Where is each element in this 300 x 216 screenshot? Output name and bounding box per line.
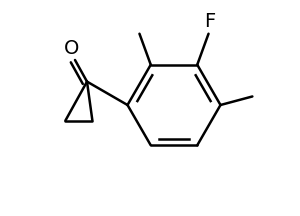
Text: O: O [64, 39, 80, 58]
Text: F: F [204, 12, 216, 31]
